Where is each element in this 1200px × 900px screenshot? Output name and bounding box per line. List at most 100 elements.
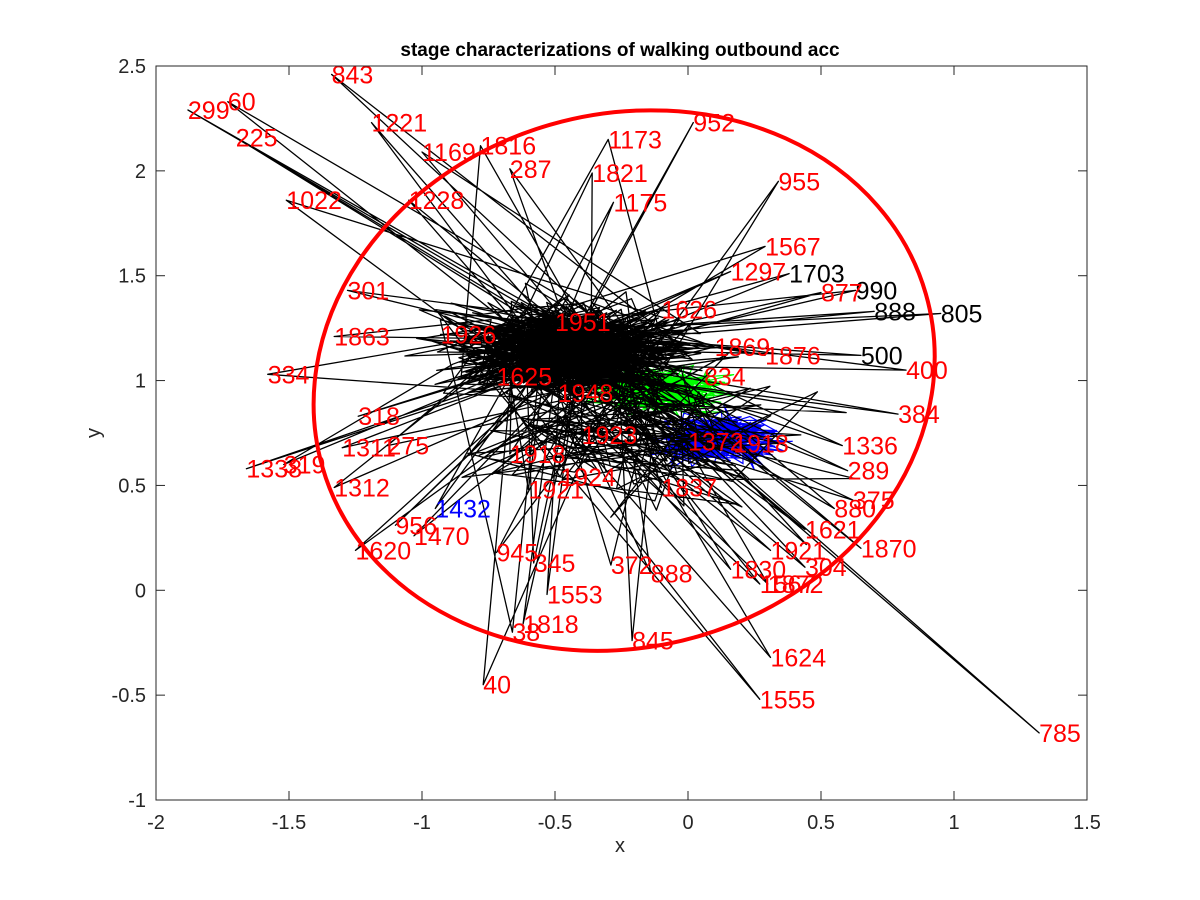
y-tick-label: 0.5 — [118, 475, 146, 497]
point-label: 785 — [1039, 720, 1081, 748]
x-tick-label: -2 — [147, 812, 165, 834]
point-label: 275 — [387, 433, 429, 461]
point-label: 1567 — [765, 233, 821, 261]
point-label: 1872 — [768, 571, 824, 599]
point-label: 384 — [898, 401, 940, 429]
y-tick-label: 2 — [135, 161, 146, 183]
point-label: 40 — [483, 672, 511, 700]
point-label: 1625 — [497, 363, 553, 391]
point-label: 334 — [268, 361, 310, 389]
point-label: 1816 — [481, 133, 537, 161]
point-label: 1948 — [558, 380, 614, 408]
chart-title: stage characterizations of walking outbo… — [400, 40, 840, 61]
point-label: 1921 — [528, 477, 584, 505]
point-label: 375 — [853, 487, 895, 515]
point-label: 1918 — [510, 441, 566, 469]
point-label: 1837 — [661, 475, 717, 503]
x-axis: -2 -1.5 -1 -0.5 0 0.5 1 1.5 — [147, 66, 1101, 834]
y-tick-label: 1.5 — [118, 266, 146, 288]
y-tick-label: -0.5 — [112, 685, 146, 707]
point-label: 1863 — [334, 324, 390, 352]
point-label: 318 — [358, 403, 400, 431]
point-label: 956 — [395, 512, 437, 540]
point-label: 1918 — [733, 431, 789, 459]
axes-box — [155, 65, 1088, 801]
point-label: 888 — [874, 298, 916, 326]
x-tick-label: -0.5 — [538, 812, 572, 834]
point-label: 372 — [611, 552, 653, 580]
point-label: 1432 — [435, 496, 491, 524]
x-tick-label: 0 — [682, 812, 693, 834]
y-tick-label: 2.5 — [118, 56, 146, 78]
point-label: 289 — [848, 458, 890, 486]
point-label: 1553 — [547, 582, 603, 610]
x-tick-label: 1.5 — [1073, 812, 1101, 834]
point-label: 345 — [534, 550, 576, 578]
x-tick-label: -1.5 — [272, 812, 306, 834]
plot-area — [187, 73, 1040, 734]
point-label: 1470 — [414, 523, 470, 551]
point-label: 1311 — [342, 435, 396, 463]
point-label: 299 — [188, 97, 230, 125]
point-label: 952 — [693, 110, 735, 138]
confidence-ellipse — [311, 108, 937, 653]
y-tick-label: -1 — [128, 790, 146, 812]
point-label: 287 — [510, 156, 552, 184]
point-label: 60 — [228, 89, 256, 117]
point-label: 1830 — [731, 556, 787, 584]
point-label: 1312 — [334, 475, 390, 503]
point-label: 304 — [805, 554, 847, 582]
point-label: 1923 — [582, 422, 638, 450]
point-label: 888 — [651, 561, 693, 589]
point-label: 1951 — [555, 309, 611, 337]
y-axis-label: y — [83, 428, 105, 438]
point-label: 301 — [348, 277, 390, 305]
y-tick-label: 1 — [135, 371, 146, 393]
point-label: 877 — [821, 280, 863, 308]
point-label: 1228 — [409, 187, 465, 215]
point-label: 1372 — [688, 428, 744, 456]
point-label: 1173 — [608, 126, 662, 154]
point-label: 1924 — [560, 464, 616, 492]
point-label: 1703 — [789, 261, 845, 289]
point-label: 834 — [704, 363, 746, 391]
x-tick-label: -1 — [413, 812, 431, 834]
point-label: 1869 — [715, 334, 771, 362]
point-label: 1620 — [356, 537, 412, 565]
trajectory-line — [187, 73, 1040, 734]
trajectory-layer — [187, 73, 1040, 734]
point-label: 319 — [284, 452, 326, 480]
point-label: 955 — [778, 168, 820, 196]
point-label: 1338 — [246, 456, 302, 484]
point-label: 500 — [861, 342, 903, 370]
y-axis: -1 -0.5 0 0.5 1 1.5 2 2.5 — [112, 56, 1087, 812]
point-label: 1870 — [861, 535, 917, 563]
point-label: 1818 — [523, 611, 579, 639]
x-tick-label: 0.5 — [807, 812, 835, 834]
point-label: 990 — [856, 277, 898, 305]
point-label: 1175 — [614, 189, 668, 217]
point-label: 1876 — [765, 342, 821, 370]
point-label: 1336 — [842, 433, 898, 461]
point-label: 225 — [236, 124, 278, 152]
point-label: 1624 — [771, 644, 827, 672]
point-label: 400 — [906, 357, 948, 385]
point-label: 1626 — [661, 296, 717, 324]
x-tick-label: 1 — [948, 812, 959, 834]
point-label: 1921 — [771, 537, 827, 565]
point-label: 1821 — [592, 160, 648, 188]
point-label: 845 — [632, 628, 674, 656]
point-label: 805 — [941, 301, 983, 329]
point-label: 1621 — [805, 517, 861, 545]
point-label: 1169 — [422, 139, 476, 167]
point-label: 38 — [512, 619, 540, 647]
point-label: 945 — [497, 540, 539, 568]
point-label: 880 — [834, 496, 876, 524]
point-label: 1221 — [372, 110, 428, 138]
point-label: 1022 — [286, 187, 342, 215]
point-label: 1555 — [760, 686, 816, 714]
y-tick-label: 0 — [135, 580, 146, 602]
x-axis-label: x — [615, 835, 625, 857]
